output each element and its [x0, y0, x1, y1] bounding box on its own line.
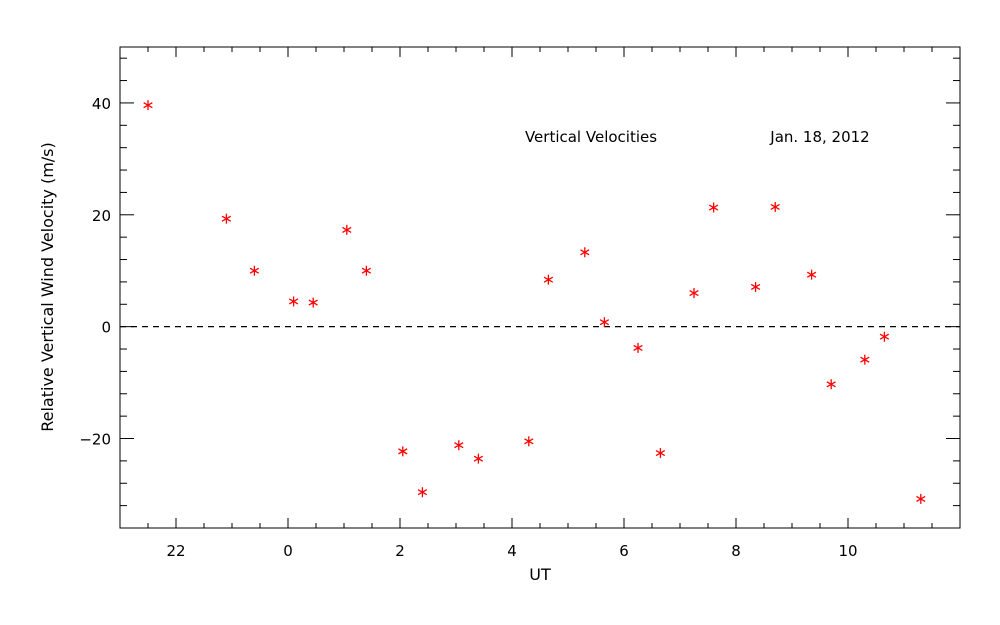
ticks: [120, 47, 960, 528]
data-point: [342, 224, 352, 235]
data-point: [806, 269, 817, 280]
chart-date: Jan. 18, 2012: [769, 128, 869, 146]
x-tick-label: 2: [395, 542, 405, 560]
x-tick-label: 22: [166, 542, 185, 560]
y-axis-label: Relative Vertical Wind Velocity (m/s): [38, 142, 57, 432]
data-point: [308, 297, 318, 308]
y-tick-label: 20: [92, 207, 111, 225]
x-tick-label: 0: [283, 542, 293, 560]
data-point: [398, 446, 408, 457]
data-point: [454, 440, 464, 451]
x-tick-label: 6: [619, 542, 629, 560]
data-point: [143, 100, 153, 111]
data-point: [249, 265, 260, 276]
data-point: [599, 317, 610, 328]
data-point: [879, 331, 890, 342]
tick-labels: 22 0 2 4 6 8 10 −20 0 20 40: [79, 95, 857, 560]
x-axis-label: UT: [529, 565, 551, 584]
chart-title: Vertical Velocities: [525, 128, 657, 146]
data-point: [417, 487, 428, 498]
data-point: [689, 288, 699, 299]
data-points: [143, 100, 926, 504]
data-point: [770, 201, 780, 212]
data-point: [543, 274, 554, 285]
y-tick-label: 0: [101, 319, 111, 337]
data-point: [860, 354, 870, 365]
data-point: [655, 448, 666, 459]
x-tick-label: 8: [731, 542, 741, 560]
data-point: [524, 436, 534, 447]
plot-frame: [119, 46, 961, 529]
data-point: [473, 453, 484, 464]
data-point: [633, 342, 643, 353]
data-point: [708, 202, 719, 213]
x-tick-label: 10: [838, 542, 857, 560]
y-tick-label: −20: [79, 431, 111, 449]
data-point: [580, 247, 590, 258]
data-point: [916, 493, 926, 504]
data-point: [826, 379, 836, 390]
data-point: [750, 281, 761, 292]
data-point: [288, 296, 299, 307]
y-tick-label: 40: [92, 95, 111, 113]
data-point: [361, 265, 372, 276]
x-tick-label: 4: [507, 542, 517, 560]
data-point: [221, 213, 232, 224]
